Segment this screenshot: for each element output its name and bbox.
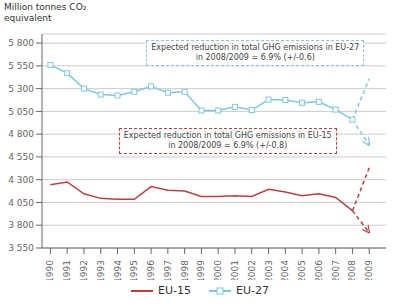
- svg-text:2000: 2000: [213, 260, 223, 280]
- svg-text:1998: 1998: [180, 260, 190, 280]
- html-text:Expected reduction in total GH: Expected reduction in total GHG emission…: [123, 131, 332, 141]
- svg-text:4 550: 4 550: [8, 152, 34, 162]
- svg-text:3 800: 3 800: [8, 220, 34, 230]
- html-text:Million tonnes CO₂: Million tonnes CO₂: [4, 2, 87, 12]
- svg-text:4 050: 4 050: [8, 198, 34, 208]
- svg-text:5 800: 5 800: [8, 38, 34, 48]
- svg-text:3 550: 3 550: [8, 243, 34, 253]
- svg-text:1996: 1996: [146, 260, 156, 280]
- svg-text:1999: 1999: [196, 260, 206, 280]
- svg-text:4 300: 4 300: [8, 175, 34, 185]
- svg-text:5 300: 5 300: [8, 84, 34, 94]
- svg-text:1993: 1993: [96, 260, 106, 280]
- svg-text:5 550: 5 550: [8, 61, 34, 71]
- svg-text:2004: 2004: [280, 260, 290, 280]
- svg-text:1991: 1991: [62, 260, 72, 280]
- svg-text:2001: 2001: [230, 260, 240, 280]
- svg-text:2009: 2009: [364, 260, 374, 280]
- html-text:Expected reduction in total GH: Expected reduction in total GHG emission…: [151, 43, 360, 53]
- html-text:EU-27: EU-27: [236, 284, 269, 297]
- svg-text:2006: 2006: [314, 260, 324, 280]
- svg-text:1997: 1997: [163, 260, 173, 280]
- svg-text:1992: 1992: [79, 260, 89, 280]
- svg-text:4 800: 4 800: [8, 129, 34, 139]
- svg-text:2005: 2005: [297, 260, 307, 280]
- html-text:in 2008/2009 = 6.9% (+/-0.8): in 2008/2009 = 6.9% (+/-0.8): [168, 141, 288, 151]
- svg-text:2007: 2007: [331, 260, 341, 280]
- svg-text:2002: 2002: [247, 260, 257, 280]
- html-text:equivalent: equivalent: [4, 13, 52, 23]
- svg-text:2003: 2003: [264, 260, 274, 280]
- svg-text:2008: 2008: [347, 260, 357, 280]
- svg-text:1995: 1995: [129, 260, 139, 280]
- svg-text:5 050: 5 050: [8, 107, 34, 117]
- html-text:EU-15: EU-15: [158, 284, 191, 297]
- svg-text:1990: 1990: [45, 260, 55, 280]
- svg-text:1994: 1994: [113, 260, 123, 280]
- html-text:in 2008/2009 = 6.9% (+/-0.6): in 2008/2009 = 6.9% (+/-0.6): [195, 53, 315, 63]
